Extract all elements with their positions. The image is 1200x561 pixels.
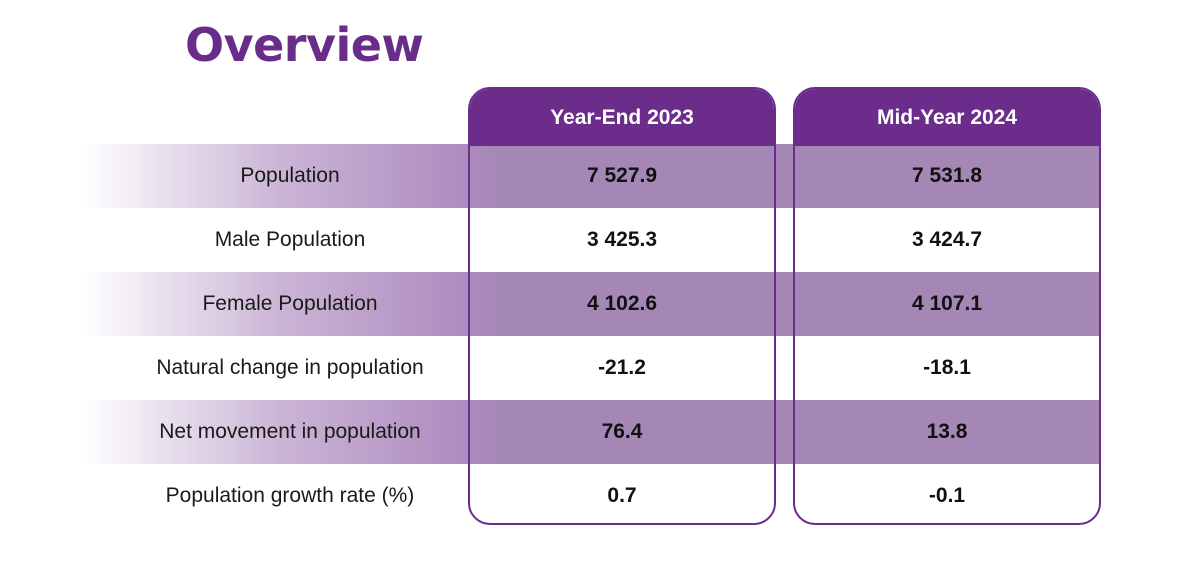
row-label: Female Population bbox=[202, 292, 378, 315]
column-box: Year-End 2023 7 527.9 3 425.3 4 102.6 -21.2 7… bbox=[468, 87, 776, 525]
column-box: Mid-Year 2024 7 531.8 3 424.7 4 107.1 -18.1 1… bbox=[793, 87, 1101, 525]
row-label: Net movement in population bbox=[159, 420, 421, 443]
row-label: Population growth rate (%) bbox=[165, 484, 415, 507]
table-cell: -0.1 bbox=[928, 484, 966, 507]
page-title: Overview bbox=[185, 18, 424, 72]
row-label: Male Population bbox=[214, 228, 366, 251]
table-cell: -18.1 bbox=[923, 356, 971, 379]
table-cell: -21.2 bbox=[598, 356, 646, 379]
row-label: Natural change in population bbox=[156, 356, 424, 379]
column-header: Mid-Year 2024 bbox=[795, 89, 1099, 146]
table-row-background bbox=[80, 144, 1100, 208]
table-row-background bbox=[80, 272, 1100, 336]
table-row-background bbox=[80, 400, 1100, 464]
table-cell: 13.8 bbox=[926, 420, 968, 443]
column-header: Year-End 2023 bbox=[470, 89, 774, 146]
table-cell: 3 424.7 bbox=[911, 228, 983, 251]
table-cell: 0.7 bbox=[607, 484, 637, 507]
table-cell: 3 425.3 bbox=[586, 228, 658, 251]
table-cell: 7 531.8 bbox=[911, 164, 983, 187]
table-cell: 4 107.1 bbox=[911, 292, 983, 315]
table-cell: 4 102.6 bbox=[586, 292, 658, 315]
table-cell: 76.4 bbox=[601, 420, 643, 443]
row-label: Population bbox=[240, 164, 340, 187]
table-cell: 7 527.9 bbox=[586, 164, 658, 187]
